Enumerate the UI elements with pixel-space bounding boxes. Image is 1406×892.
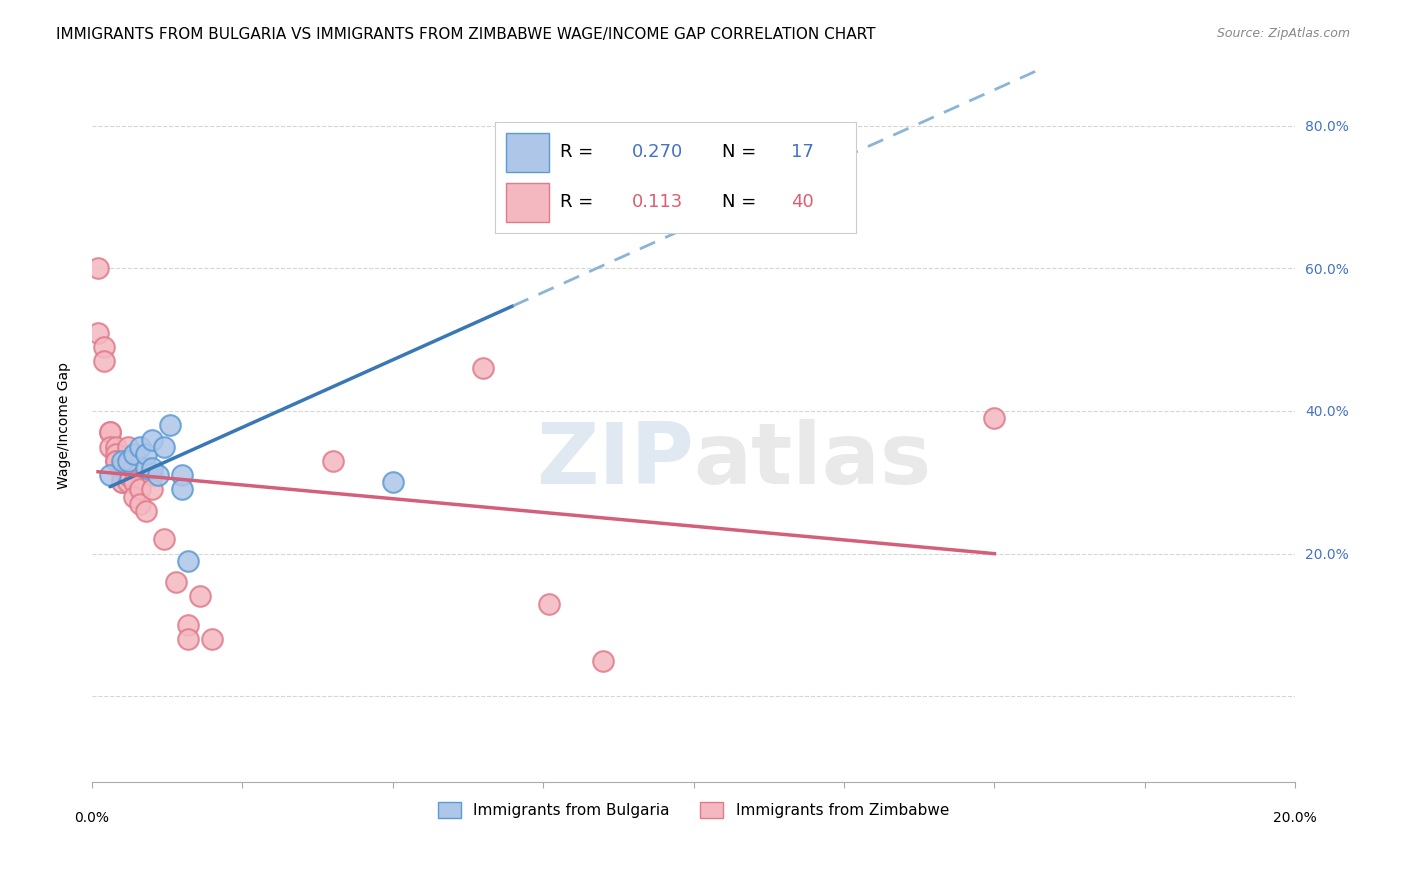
Text: 20.0%: 20.0% bbox=[1274, 811, 1317, 824]
Text: ZIP: ZIP bbox=[536, 419, 693, 502]
Point bbox=[111, 461, 134, 475]
Point bbox=[93, 340, 115, 354]
Point bbox=[188, 590, 211, 604]
Point bbox=[141, 433, 163, 447]
Text: 0.0%: 0.0% bbox=[75, 811, 110, 824]
Point bbox=[983, 411, 1005, 425]
Point bbox=[117, 475, 139, 490]
Text: atlas: atlas bbox=[693, 419, 932, 502]
Point bbox=[381, 475, 404, 490]
Point bbox=[117, 468, 139, 483]
Point bbox=[177, 618, 200, 632]
Point bbox=[122, 461, 145, 475]
Point bbox=[111, 468, 134, 483]
Point bbox=[98, 468, 121, 483]
Point bbox=[105, 447, 128, 461]
Point bbox=[105, 440, 128, 454]
Point bbox=[122, 475, 145, 490]
Legend: Immigrants from Bulgaria, Immigrants from Zimbabwe: Immigrants from Bulgaria, Immigrants fro… bbox=[432, 796, 955, 824]
Point bbox=[129, 483, 152, 497]
Point bbox=[472, 361, 495, 376]
Point bbox=[148, 468, 170, 483]
Point bbox=[111, 475, 134, 490]
Point bbox=[93, 354, 115, 368]
Point bbox=[538, 597, 561, 611]
Point bbox=[105, 454, 128, 468]
Point bbox=[135, 504, 157, 518]
Point bbox=[87, 261, 110, 276]
Point bbox=[117, 454, 139, 468]
Point bbox=[122, 490, 145, 504]
Point bbox=[177, 632, 200, 647]
Point bbox=[153, 533, 176, 547]
Point bbox=[172, 483, 194, 497]
Point bbox=[172, 468, 194, 483]
Point bbox=[159, 418, 181, 433]
Point bbox=[135, 461, 157, 475]
Point bbox=[98, 425, 121, 440]
Text: Source: ZipAtlas.com: Source: ZipAtlas.com bbox=[1216, 27, 1350, 40]
Text: IMMIGRANTS FROM BULGARIA VS IMMIGRANTS FROM ZIMBABWE WAGE/INCOME GAP CORRELATION: IMMIGRANTS FROM BULGARIA VS IMMIGRANTS F… bbox=[56, 27, 876, 42]
Point bbox=[141, 461, 163, 475]
Point bbox=[129, 440, 152, 454]
Point bbox=[135, 461, 157, 475]
Point bbox=[165, 575, 187, 590]
Point bbox=[111, 461, 134, 475]
Point bbox=[141, 468, 163, 483]
Point bbox=[322, 454, 344, 468]
Point bbox=[592, 654, 614, 668]
Point bbox=[201, 632, 224, 647]
Point bbox=[87, 326, 110, 340]
Point bbox=[129, 497, 152, 511]
Point bbox=[98, 440, 121, 454]
Point bbox=[117, 440, 139, 454]
Point bbox=[117, 468, 139, 483]
Point bbox=[105, 454, 128, 468]
Point bbox=[111, 454, 134, 468]
Point bbox=[153, 440, 176, 454]
Point bbox=[177, 554, 200, 568]
Point bbox=[141, 483, 163, 497]
Point bbox=[98, 425, 121, 440]
Point bbox=[135, 447, 157, 461]
Point bbox=[502, 197, 524, 211]
Point bbox=[111, 475, 134, 490]
Y-axis label: Wage/Income Gap: Wage/Income Gap bbox=[58, 362, 72, 489]
Point bbox=[122, 447, 145, 461]
